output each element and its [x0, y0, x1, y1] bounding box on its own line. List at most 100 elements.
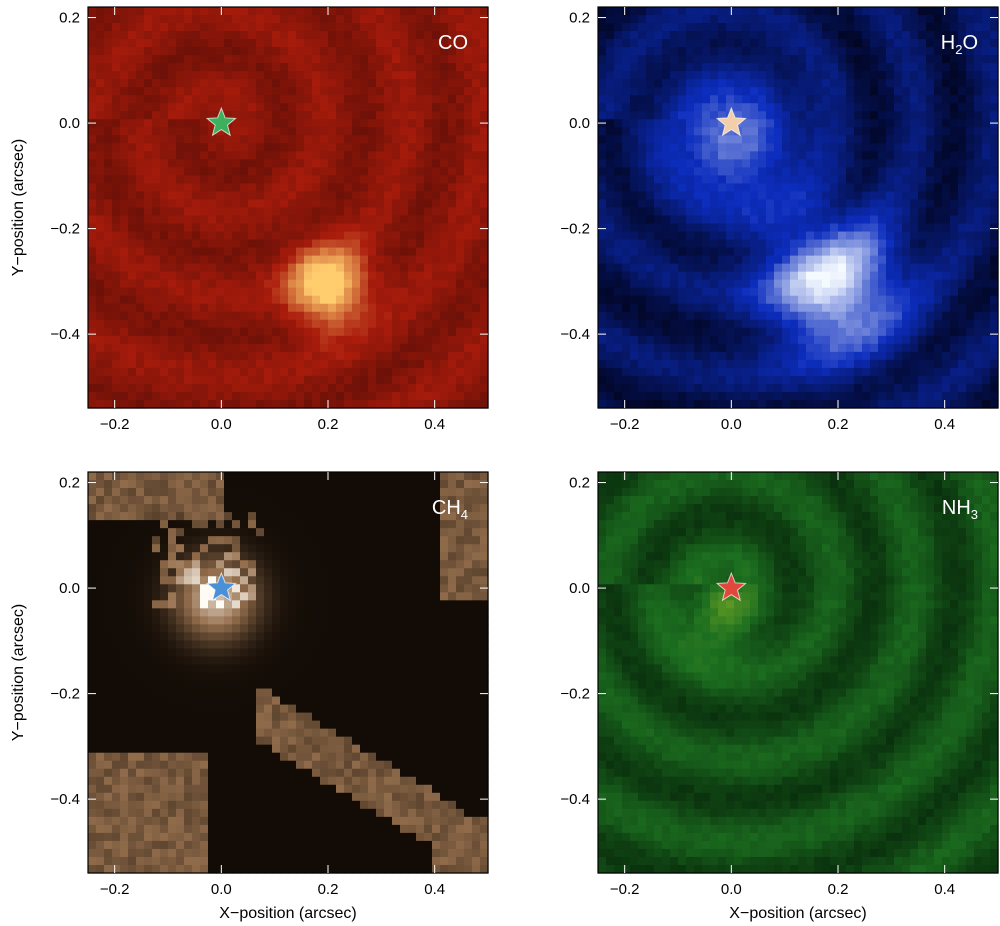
- heatmap-cell: [96, 327, 105, 337]
- heatmap-cell: [216, 23, 225, 32]
- heatmap-cell: [686, 15, 695, 24]
- heatmap-cell: [942, 39, 951, 48]
- heatmap-cell: [320, 343, 329, 353]
- heatmap-cell: [614, 175, 623, 185]
- heatmap-cell: [798, 7, 807, 16]
- heatmap-cell: [758, 215, 767, 225]
- heatmap-cell: [432, 335, 441, 345]
- heatmap-cell: [240, 287, 249, 297]
- heatmap-cell: [718, 215, 727, 225]
- heatmap-cell: [870, 215, 879, 225]
- heatmap-cell: [990, 7, 999, 16]
- heatmap-cell: [734, 55, 743, 64]
- heatmap-cell: [200, 95, 209, 104]
- heatmap-cell: [200, 287, 209, 297]
- heatmap-cell: [192, 215, 201, 225]
- heatmap-cell: [878, 151, 887, 160]
- heatmap-cell: [678, 391, 687, 401]
- heatmap-cell: [104, 63, 113, 72]
- heatmap-cell: [782, 255, 791, 265]
- heatmap-cell: [96, 79, 105, 88]
- heatmap-cell: [678, 295, 687, 305]
- heatmap-cell: [878, 87, 887, 96]
- heatmap-cell: [798, 231, 807, 241]
- heatmap-cell: [798, 311, 807, 321]
- heatmap-cell: [958, 351, 967, 361]
- heatmap-cell: [424, 279, 433, 289]
- heatmap-cell: [702, 359, 711, 369]
- heatmap-cell: [280, 175, 289, 185]
- heatmap-cell: [392, 263, 401, 273]
- heatmap-cell: [862, 79, 871, 88]
- heatmap-cell: [352, 15, 361, 24]
- heatmap-cell: [456, 319, 465, 329]
- heatmap-cell: [104, 303, 113, 313]
- heatmap-cell: [424, 7, 433, 16]
- heatmap-cell: [304, 103, 313, 112]
- heatmap-cell: [256, 135, 265, 144]
- heatmap-cell: [798, 247, 807, 257]
- heatmap-cell: [942, 303, 951, 313]
- heatmap-cell: [638, 231, 647, 241]
- heatmap-cell: [758, 191, 767, 201]
- heatmap-cell: [710, 295, 719, 305]
- heatmap-cell: [758, 327, 767, 337]
- heatmap-cell: [990, 263, 999, 273]
- heatmap-cell: [974, 23, 983, 32]
- heatmap-cell: [472, 207, 481, 217]
- heatmap-cell: [710, 87, 719, 96]
- heatmap-cell: [646, 239, 655, 249]
- heatmap-cell: [192, 47, 201, 56]
- heatmap-cell: [614, 255, 623, 265]
- heatmap-cell: [184, 239, 193, 249]
- heatmap-cell: [878, 95, 887, 104]
- heatmap-cell: [264, 207, 273, 217]
- heatmap-cell: [854, 375, 863, 385]
- heatmap-cell: [982, 183, 991, 193]
- heatmap-cell: [862, 231, 871, 241]
- heatmap-cell: [408, 103, 417, 112]
- heatmap-cell: [606, 295, 615, 305]
- heatmap-cell: [694, 319, 703, 329]
- heatmap-cell: [726, 135, 735, 144]
- heatmap-cell: [782, 327, 791, 337]
- heatmap-cell: [606, 95, 615, 104]
- heatmap-cell: [670, 159, 679, 168]
- heatmap-cell: [304, 287, 313, 297]
- heatmap-cell: [702, 239, 711, 249]
- heatmap-cell: [870, 143, 879, 152]
- heatmap-cell: [352, 167, 361, 177]
- heatmap-cell: [750, 311, 759, 321]
- heatmap-cell: [934, 391, 943, 401]
- heatmap-cell: [168, 135, 177, 144]
- heatmap-cell: [854, 175, 863, 185]
- heatmap-cell: [822, 23, 831, 32]
- heatmap-cell: [320, 143, 329, 152]
- heatmap-cell: [328, 383, 337, 393]
- heatmap-cell: [934, 279, 943, 289]
- heatmap-cell: [416, 175, 425, 185]
- heatmap-cell: [448, 231, 457, 241]
- heatmap-cell: [750, 263, 759, 273]
- heatmap-cell: [416, 279, 425, 289]
- heatmap-cell: [670, 175, 679, 185]
- heatmap-cell: [176, 71, 185, 80]
- heatmap-cell: [384, 383, 393, 393]
- heatmap-cell: [376, 87, 385, 96]
- heatmap-cell: [710, 255, 719, 265]
- heatmap-cell: [384, 143, 393, 152]
- heatmap-cell: [240, 383, 249, 393]
- heatmap-cell: [766, 303, 775, 313]
- heatmap-cell: [822, 295, 831, 305]
- heatmap-cell: [990, 111, 999, 120]
- heatmap-cell: [598, 263, 607, 273]
- heatmap-cell: [870, 135, 879, 144]
- heatmap-cell: [392, 111, 401, 120]
- heatmap-cell: [870, 239, 879, 249]
- heatmap-cell: [766, 127, 775, 136]
- heatmap-cell: [376, 287, 385, 297]
- heatmap-cell: [942, 111, 951, 120]
- heatmap-cell: [368, 143, 377, 152]
- heatmap-cell: [368, 47, 377, 56]
- heatmap-cell: [424, 319, 433, 329]
